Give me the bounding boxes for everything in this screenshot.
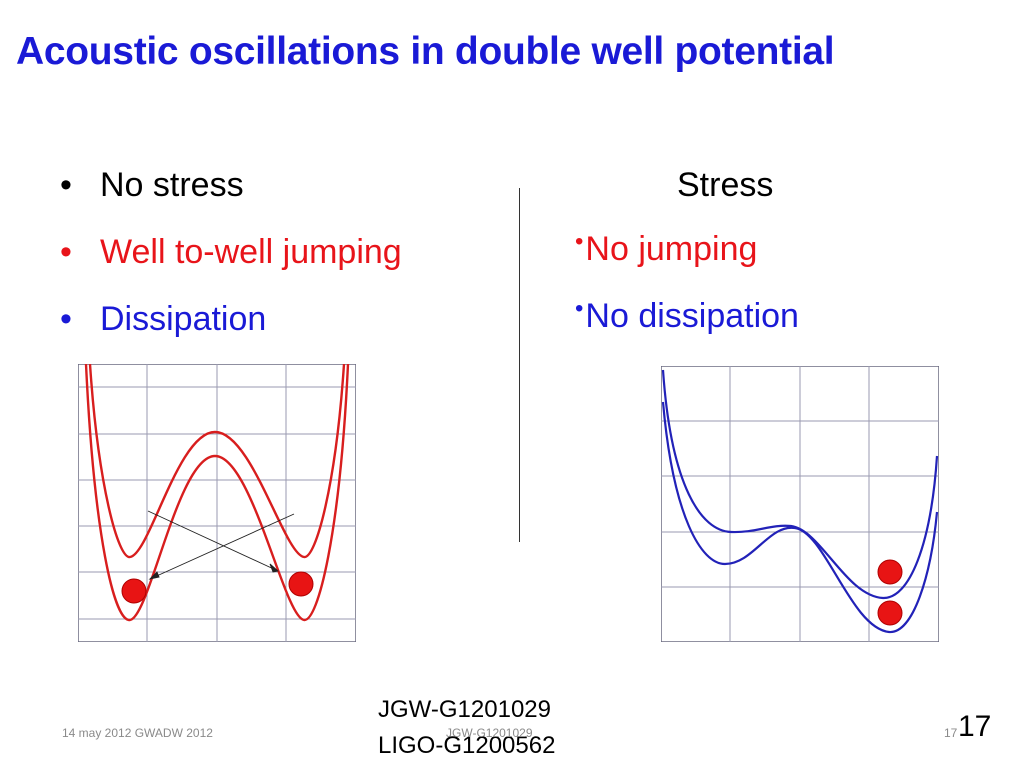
document-codes: JGW-G1201029 LIGO-G1200562 bbox=[378, 692, 555, 764]
bullet-text: Dissipation bbox=[100, 300, 267, 338]
column-divider bbox=[519, 188, 520, 542]
bullet-jumping: • Well to-well jumping bbox=[60, 227, 402, 294]
red-potential-curves bbox=[84, 364, 350, 622]
red-ball-icon bbox=[121, 578, 147, 604]
bullet-dot: • bbox=[60, 233, 72, 271]
grid-lines bbox=[661, 366, 939, 642]
red-ball-icon bbox=[288, 571, 314, 597]
red-ball-icon bbox=[877, 559, 903, 585]
jump-arrow-icon bbox=[147, 510, 295, 580]
stress-list: •No jumping •No dissipation bbox=[575, 224, 799, 358]
bullet-dot: • bbox=[575, 228, 584, 255]
symmetric-double-well-diagram bbox=[78, 364, 356, 642]
blue-potential-curves bbox=[661, 369, 939, 634]
footer-doc-id: JGW-G1201029 bbox=[446, 726, 533, 740]
bullet-no-stress: • No stress bbox=[60, 160, 402, 227]
red-ball-icon bbox=[877, 600, 903, 626]
bullet-dot: • bbox=[60, 166, 72, 204]
bullet-text: No jumping bbox=[585, 230, 758, 268]
bullet-no-jumping: •No jumping bbox=[575, 224, 799, 291]
slide-title: Acoustic oscillations in double well pot… bbox=[16, 30, 835, 73]
bullet-dot: • bbox=[60, 300, 72, 338]
footer-page-small: 17 bbox=[944, 726, 958, 740]
stress-heading: Stress bbox=[677, 166, 774, 204]
bullet-dissipation: • Dissipation bbox=[60, 294, 402, 361]
grid-lines bbox=[78, 364, 356, 642]
bullet-text: Well to-well jumping bbox=[100, 233, 402, 271]
tilted-double-well-diagram bbox=[661, 366, 939, 642]
footer-date-event: 14 may 2012 GWADW 2012 bbox=[62, 726, 213, 740]
bullet-text: No stress bbox=[100, 166, 244, 204]
bullet-dot: • bbox=[575, 295, 584, 322]
ligo-code: LIGO-G1200562 bbox=[378, 732, 556, 759]
bullet-text: No dissipation bbox=[585, 297, 799, 335]
bullet-no-dissipation: •No dissipation bbox=[575, 291, 799, 358]
jgw-code: JGW-G1201029 bbox=[378, 696, 551, 723]
no-stress-list: • No stress • Well to-well jumping • Dis… bbox=[60, 160, 402, 361]
page-number: 17 bbox=[958, 710, 992, 743]
